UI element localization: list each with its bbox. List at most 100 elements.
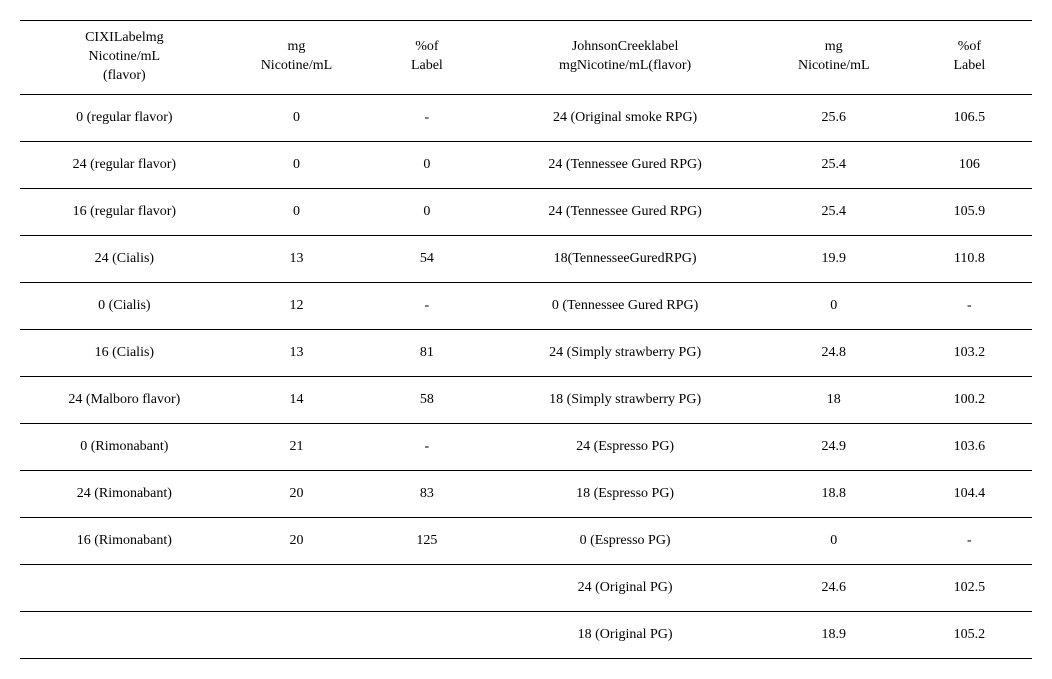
table-cell: 106 [907, 141, 1032, 188]
table-cell: 103.6 [907, 423, 1032, 470]
table-cell: 104.4 [907, 470, 1032, 517]
table-cell: 24 (Cialis) [20, 235, 229, 282]
table-cell: 0 [229, 141, 365, 188]
hdr-line: Nicotine/mL [261, 58, 333, 73]
table-cell: 54 [364, 235, 489, 282]
hdr-line: %of [958, 39, 981, 54]
table-cell: 0 (Espresso PG) [489, 517, 760, 564]
table-cell: 25.6 [761, 94, 907, 141]
table-row: 0 (regular flavor)0-24 (Original smoke R… [20, 94, 1032, 141]
table-row: 16 (Cialis)138124 (Simply strawberry PG)… [20, 329, 1032, 376]
table-row: 24 (Rimonabant)208318 (Espresso PG)18.81… [20, 470, 1032, 517]
table-cell: 24 (Malboro flavor) [20, 376, 229, 423]
nicotine-table: CIXILabelmg Nicotine/mL (flavor) mg Nico… [20, 20, 1032, 659]
table-cell [20, 564, 229, 611]
table-cell: 0 (Rimonabant) [20, 423, 229, 470]
table-cell: - [364, 423, 489, 470]
table-cell [229, 564, 365, 611]
hdr-line: Nicotine/mL [798, 58, 870, 73]
table-cell: 102.5 [907, 564, 1032, 611]
table-cell: 16 (Rimonabant) [20, 517, 229, 564]
table-cell: 0 (Tennessee Gured RPG) [489, 282, 760, 329]
table-row: 24 (Original PG)24.6102.5 [20, 564, 1032, 611]
table-row: 0 (Rimonabant)21-24 (Espresso PG)24.9103… [20, 423, 1032, 470]
table-cell: 16 (Cialis) [20, 329, 229, 376]
hdr-line: Label [953, 58, 985, 73]
col-header-cixi-label: CIXILabelmg Nicotine/mL (flavor) [20, 21, 229, 95]
table-cell: 24 (Original PG) [489, 564, 760, 611]
table-cell: 0 [364, 188, 489, 235]
table-cell: 100.2 [907, 376, 1032, 423]
table-body: 0 (regular flavor)0-24 (Original smoke R… [20, 94, 1032, 658]
table-cell: 25.4 [761, 188, 907, 235]
table-cell: - [907, 517, 1032, 564]
hdr-line: Label [411, 58, 443, 73]
table-cell: 19.9 [761, 235, 907, 282]
table-cell: 24 (Rimonabant) [20, 470, 229, 517]
table-cell: 24 (regular flavor) [20, 141, 229, 188]
col-header-jc-pct: %of Label [907, 21, 1032, 95]
hdr-line: mgNicotine/mL(flavor) [559, 58, 691, 73]
table-cell: 83 [364, 470, 489, 517]
table-cell [20, 611, 229, 658]
table-cell: 13 [229, 235, 365, 282]
table-cell: 18 (Espresso PG) [489, 470, 760, 517]
table-cell: 16 (regular flavor) [20, 188, 229, 235]
table-cell: 18 (Original PG) [489, 611, 760, 658]
table-cell: 14 [229, 376, 365, 423]
hdr-line: JohnsonCreeklabel [572, 39, 679, 54]
table-cell: 18.9 [761, 611, 907, 658]
table-cell: 21 [229, 423, 365, 470]
table-cell: 125 [364, 517, 489, 564]
table-cell: 24.8 [761, 329, 907, 376]
table-cell: 81 [364, 329, 489, 376]
hdr-line: Nicotine/mL [89, 49, 161, 64]
table-row: 18 (Original PG)18.9105.2 [20, 611, 1032, 658]
table-cell: 0 [761, 282, 907, 329]
table-row: 24 (Malboro flavor)145818 (Simply strawb… [20, 376, 1032, 423]
table-row: 24 (Cialis)135418(TennesseeGuredRPG)19.9… [20, 235, 1032, 282]
table-cell: 18 [761, 376, 907, 423]
table-cell: - [364, 94, 489, 141]
table-cell: 0 (regular flavor) [20, 94, 229, 141]
table-row: 24 (regular flavor)0024 (Tennessee Gured… [20, 141, 1032, 188]
table-row: 16 (regular flavor)0024 (Tennessee Gured… [20, 188, 1032, 235]
hdr-line: mg [825, 39, 843, 54]
table-cell: 13 [229, 329, 365, 376]
table-cell [229, 611, 365, 658]
table-cell: 24 (Original smoke RPG) [489, 94, 760, 141]
table-cell: 24 (Tennessee Gured RPG) [489, 188, 760, 235]
table-row: 16 (Rimonabant)201250 (Espresso PG)0- [20, 517, 1032, 564]
table-cell: - [364, 282, 489, 329]
hdr-line: %of [415, 39, 438, 54]
table-cell: 24 (Simply strawberry PG) [489, 329, 760, 376]
table-cell [364, 564, 489, 611]
table-cell: 58 [364, 376, 489, 423]
table-cell: 110.8 [907, 235, 1032, 282]
hdr-line: CIXILabelmg [85, 30, 164, 45]
table-cell: 18(TennesseeGuredRPG) [489, 235, 760, 282]
table-cell: 105.2 [907, 611, 1032, 658]
table-cell [364, 611, 489, 658]
table-cell: 24 (Espresso PG) [489, 423, 760, 470]
table-cell: 105.9 [907, 188, 1032, 235]
table-cell: 18.8 [761, 470, 907, 517]
table-cell: 20 [229, 517, 365, 564]
table-cell: 25.4 [761, 141, 907, 188]
table-cell: 24.6 [761, 564, 907, 611]
col-header-cixi-pct: %of Label [364, 21, 489, 95]
col-header-jc-label: JohnsonCreeklabel mgNicotine/mL(flavor) [489, 21, 760, 95]
table-cell: - [907, 282, 1032, 329]
table-cell: 0 [364, 141, 489, 188]
table-cell: 24 (Tennessee Gured RPG) [489, 141, 760, 188]
table-cell: 12 [229, 282, 365, 329]
hdr-line: mg [288, 39, 306, 54]
table-cell: 18 (Simply strawberry PG) [489, 376, 760, 423]
table-cell: 20 [229, 470, 365, 517]
table-head: CIXILabelmg Nicotine/mL (flavor) mg Nico… [20, 21, 1032, 95]
col-header-cixi-mg: mg Nicotine/mL [229, 21, 365, 95]
table-cell: 0 [229, 94, 365, 141]
table-row: 0 (Cialis)12-0 (Tennessee Gured RPG)0- [20, 282, 1032, 329]
hdr-line: (flavor) [103, 68, 146, 83]
table-cell: 106.5 [907, 94, 1032, 141]
